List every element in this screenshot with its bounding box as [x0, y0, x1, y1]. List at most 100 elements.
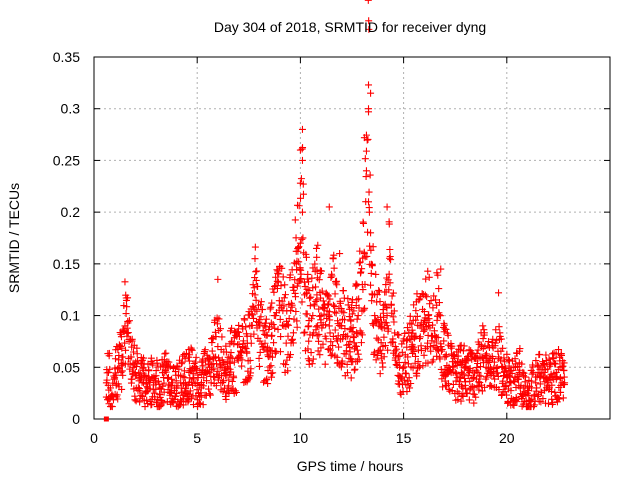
- data-point: [279, 273, 287, 281]
- data-point: [383, 304, 391, 312]
- data-point: [429, 356, 437, 364]
- data-point: [287, 299, 295, 307]
- data-point: [127, 353, 135, 361]
- data-point: [473, 364, 481, 372]
- data-point: [472, 393, 480, 401]
- data-point: [111, 355, 119, 363]
- data-point: [178, 358, 186, 366]
- data-point: [113, 391, 121, 399]
- data-point: [207, 379, 215, 387]
- data-point: [325, 300, 333, 308]
- data-point: [130, 348, 138, 356]
- data-point: [235, 340, 243, 348]
- data-point: [128, 375, 136, 383]
- data-point: [325, 203, 333, 211]
- data-point: [326, 329, 334, 337]
- data-point: [309, 312, 317, 320]
- data-point: [266, 305, 274, 313]
- data-point: [333, 353, 341, 361]
- data-point: [350, 366, 358, 374]
- data-point: [373, 334, 381, 342]
- data-point: [248, 321, 256, 329]
- data-point: [411, 359, 419, 367]
- data-point: [462, 389, 470, 397]
- data-point: [251, 255, 259, 263]
- y-tick-label: 0.25: [53, 152, 80, 168]
- data-point: [301, 328, 309, 336]
- data-point: [289, 339, 297, 347]
- x-tick-label: 15: [396, 430, 412, 446]
- data-point: [384, 346, 392, 354]
- data-point: [212, 382, 220, 390]
- data-point: [401, 358, 409, 366]
- data-point: [241, 316, 249, 324]
- data-point: [317, 344, 325, 352]
- data-point: [280, 302, 288, 310]
- data-point: [212, 353, 220, 361]
- data-point: [295, 243, 303, 251]
- data-point: [327, 338, 335, 346]
- data-point: [417, 347, 425, 355]
- data-point: [560, 373, 568, 381]
- data-point: [297, 194, 305, 202]
- data-point: [329, 255, 337, 263]
- data-point: [391, 347, 399, 355]
- data-point: [286, 271, 294, 279]
- data-point: [302, 250, 310, 258]
- data-point: [193, 386, 201, 394]
- data-point: [452, 370, 460, 378]
- data-point: [552, 360, 560, 368]
- data-point: [119, 326, 127, 334]
- data-point: [435, 311, 443, 319]
- data-point: [313, 253, 321, 261]
- data-point: [369, 243, 377, 251]
- data-point: [314, 322, 322, 330]
- data-point: [219, 379, 227, 387]
- data-point: [339, 287, 347, 295]
- data-point: [412, 307, 420, 315]
- data-point: [549, 399, 557, 407]
- data-point: [289, 329, 297, 337]
- data-point: [285, 315, 293, 323]
- data-point: [486, 381, 494, 389]
- y-axis-label: SRMTID / TECUs: [6, 183, 22, 293]
- y-tick-label: 0.35: [53, 49, 80, 65]
- data-point: [117, 333, 125, 341]
- data-point: [532, 357, 540, 365]
- data-point: [304, 345, 312, 353]
- data-point: [368, 261, 376, 269]
- data-point: [346, 348, 354, 356]
- data-point: [360, 248, 368, 256]
- data-point: [440, 319, 448, 327]
- data-point: [250, 284, 258, 292]
- data-point: [131, 396, 139, 404]
- data-point: [513, 398, 521, 406]
- data-point: [376, 346, 384, 354]
- data-point: [350, 339, 358, 347]
- data-point: [199, 362, 207, 370]
- data-point: [416, 335, 424, 343]
- data-point: [276, 315, 284, 323]
- data-point: [214, 343, 222, 351]
- data-point: [165, 358, 173, 366]
- data-point: [149, 361, 157, 369]
- data-point: [497, 335, 505, 343]
- data-point: [375, 286, 383, 294]
- data-point: [356, 247, 364, 255]
- data-point: [313, 332, 321, 340]
- data-point: [385, 220, 393, 228]
- data-point: [203, 377, 211, 385]
- data-point: [226, 358, 234, 366]
- data-point: [123, 329, 131, 337]
- data-point: [263, 375, 271, 383]
- data-point: [550, 359, 558, 367]
- data-point: [309, 355, 317, 363]
- data-point: [234, 328, 242, 336]
- data-point: [261, 339, 269, 347]
- data-point: [201, 346, 209, 354]
- data-point: [276, 348, 284, 356]
- data-point: [437, 347, 445, 355]
- data-point: [495, 355, 503, 363]
- data-point: [332, 279, 340, 287]
- data-point: [344, 295, 352, 303]
